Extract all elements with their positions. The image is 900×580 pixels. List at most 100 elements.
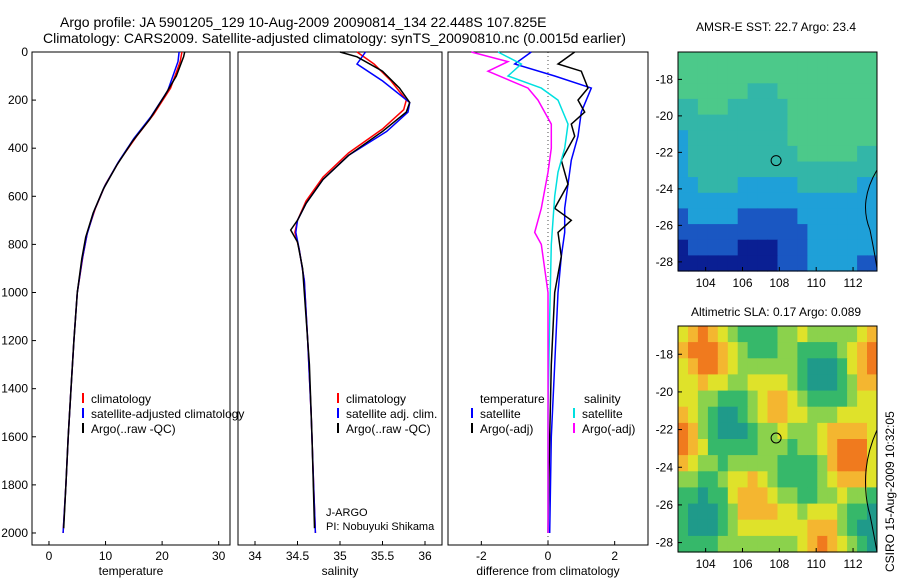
heatmap-cell [678, 98, 689, 116]
sla-map-coastline [865, 429, 878, 553]
heatmap-cell [707, 374, 719, 392]
y-tick-label: 800 [8, 237, 28, 251]
heatmap-cell [678, 326, 689, 343]
heatmap-cell [867, 98, 878, 116]
heatmap-cell [847, 326, 858, 343]
heatmap-cell [747, 177, 759, 194]
heatmap-cell [717, 342, 729, 359]
heatmap-cell [857, 406, 868, 424]
heatmap-cell [777, 208, 788, 225]
heatmap-cell [727, 358, 739, 375]
difference-panel: -2 0 2 difference from climatology tempera… [447, 51, 649, 578]
heatmap-cell [797, 52, 808, 69]
heatmap-cell [688, 177, 699, 194]
heatmap-cell [767, 255, 778, 272]
heatmap-cell [857, 471, 868, 488]
heatmap-cell [807, 177, 818, 194]
heatmap-cell [827, 390, 838, 408]
heatmap-cell [827, 177, 838, 194]
heatmap-cell [797, 255, 808, 272]
heatmap-cell [717, 406, 729, 424]
heatmap-cell [688, 342, 699, 359]
heatmap-cell [688, 406, 699, 424]
heatmap-cell [757, 208, 769, 225]
heatmap-cell [847, 422, 858, 440]
heatmap-cell [797, 161, 808, 178]
heatmap-cell [678, 519, 689, 537]
legend-label: satellite [480, 407, 521, 421]
series-line [547, 51, 589, 534]
heatmap-cell [707, 471, 719, 488]
heatmap-cell [857, 390, 868, 408]
heatmap-cell [767, 114, 778, 131]
heatmap-cell [777, 422, 788, 440]
heatmap-cell [717, 177, 729, 194]
heatmap-cell [688, 67, 699, 84]
heatmap-cell [697, 98, 709, 116]
heatmap-cell [737, 83, 749, 100]
heatmap-cell [797, 471, 808, 488]
temperature-ticks: 0 10 20 30 0 200 400 600 800 1000 1200 1400 1600 1800… [1, 45, 225, 563]
heatmap-cell [767, 67, 778, 84]
heatmap-cell [787, 358, 798, 375]
heatmap-cell [737, 67, 749, 84]
heatmap-cell [817, 439, 828, 456]
heatmap-cell [757, 98, 769, 116]
heatmap-cell [807, 503, 818, 521]
heatmap-cell [727, 208, 739, 225]
heatmap-cell [867, 192, 878, 209]
heatmap-cell [787, 455, 798, 472]
heatmap-cell [707, 130, 719, 147]
series-line [62, 51, 180, 534]
heatmap-cell [777, 358, 788, 375]
salinity-xlabel: salinity [322, 564, 359, 578]
heatmap-cell [777, 503, 788, 521]
heatmap-cell [747, 239, 759, 256]
heatmap-cell [777, 535, 788, 553]
heatmap-cell [717, 503, 729, 521]
heatmap-cell [857, 439, 868, 456]
sla-map-title: Altimetric SLA: 0.17 Argo: 0.089 [691, 305, 861, 319]
salinity-ticks: 34 34.5 35 35.5 36 [248, 541, 432, 563]
heatmap-cell [697, 439, 709, 456]
heatmap-cell [847, 374, 858, 392]
heatmap-cell [807, 535, 818, 553]
heatmap-cell [817, 83, 828, 100]
temperature-panel: 0 10 20 30 0 200 400 600 800 1000 1200 1400 1600 1800… [1, 45, 244, 578]
heatmap-cell [867, 255, 878, 272]
heatmap-cell [827, 374, 838, 392]
heatmap-cell [847, 358, 858, 375]
heatmap-cell [747, 358, 759, 375]
heatmap-cell [797, 374, 808, 392]
heatmap-cell [697, 239, 709, 256]
y-tick-label: 1600 [1, 430, 28, 444]
heatmap-cell [827, 52, 838, 69]
heatmap-cell [777, 519, 788, 537]
heatmap-cell [807, 255, 818, 272]
heatmap-cell [817, 455, 828, 472]
heatmap-cell [727, 471, 739, 488]
heatmap-cell [867, 471, 878, 488]
header-line1: Argo profile: JA 5901205_129 10-Aug-2009… [60, 14, 547, 30]
heatmap-cell [817, 358, 828, 375]
heatmap-cell [767, 239, 778, 256]
heatmap-cell [688, 455, 699, 472]
series-line [513, 51, 593, 534]
heatmap-cell [727, 192, 739, 209]
heatmap-cell [707, 83, 719, 100]
heatmap-cell [827, 67, 838, 84]
heatmap-cell [707, 208, 719, 225]
heatmap-cell [777, 374, 788, 392]
heatmap-cell [678, 358, 689, 375]
heatmap-cell [688, 535, 699, 553]
heatmap-cell [757, 455, 769, 472]
heatmap-cell [777, 192, 788, 209]
heatmap-cell [847, 390, 858, 408]
heatmap-cell [867, 130, 878, 147]
heatmap-cell [757, 390, 769, 408]
heatmap-cell [707, 239, 719, 256]
heatmap-cell [837, 208, 848, 225]
heatmap-cell [777, 145, 788, 163]
heatmap-cell [807, 192, 818, 209]
